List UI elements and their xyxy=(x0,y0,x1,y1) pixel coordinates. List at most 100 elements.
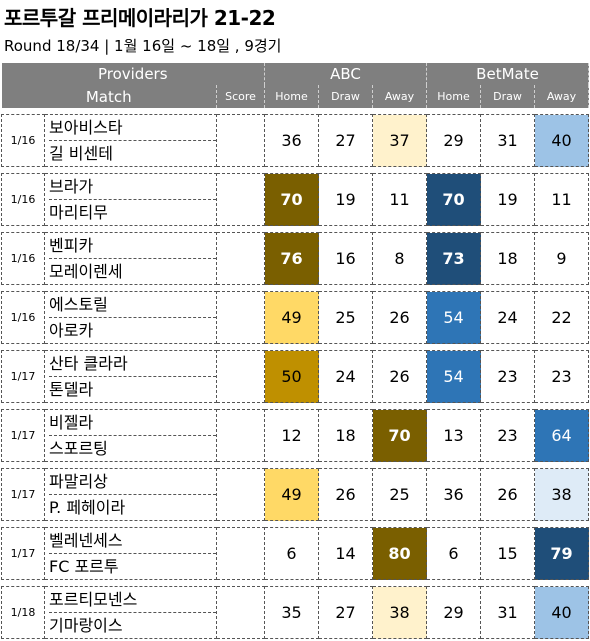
match-row: 1/16 보아비스타 길 비센테 36 27 37 29 31 40 xyxy=(1,114,589,167)
match-date: 1/16 xyxy=(1,291,45,344)
betmate-away-prob: 9 xyxy=(534,232,589,285)
betmate-draw-prob: 15 xyxy=(480,527,535,580)
match-score xyxy=(216,350,265,403)
match-row: 1/16 벤피카 모레이렌세 76 16 8 73 18 9 xyxy=(1,232,589,285)
match-row: 1/17 벨레넨세스 FC 포르투 6 14 80 6 15 79 xyxy=(1,527,589,580)
match-date: 1/16 xyxy=(1,173,45,226)
betmate-draw-prob: 18 xyxy=(480,232,535,285)
home-team: 보아비스타 xyxy=(49,115,216,141)
match-score xyxy=(216,468,265,521)
betmate-away-header: Away xyxy=(534,85,589,108)
home-team: 에스토릴 xyxy=(49,292,216,318)
abc-home-prob: 6 xyxy=(264,527,319,580)
abc-home-prob: 49 xyxy=(264,468,319,521)
abc-home-prob: 76 xyxy=(264,232,319,285)
abc-away-prob: 38 xyxy=(372,586,427,639)
abc-away-prob: 70 xyxy=(372,409,427,462)
match-date: 1/16 xyxy=(1,114,45,167)
row-spacer xyxy=(2,344,589,351)
betmate-away-prob: 64 xyxy=(534,409,589,462)
match-teams: 포르티모넨스 기마랑이스 xyxy=(44,586,217,639)
abc-home-prob: 50 xyxy=(264,350,319,403)
match-row: 1/17 산타 클라라 톤델라 50 24 26 54 23 23 xyxy=(1,350,589,403)
prediction-table: Providers ABC BetMate Match Score Home D… xyxy=(1,63,589,639)
match-score xyxy=(216,232,265,285)
row-spacer xyxy=(2,403,589,410)
abc-draw-prob: 18 xyxy=(318,409,373,462)
abc-home-prob: 36 xyxy=(264,114,319,167)
abc-draw-prob: 19 xyxy=(318,173,373,226)
abc-away-prob: 37 xyxy=(372,114,427,167)
betmate-away-prob: 22 xyxy=(534,291,589,344)
match-row: 1/17 파말리상 P. 페헤이라 49 26 25 36 26 38 xyxy=(1,468,589,521)
abc-draw-prob: 27 xyxy=(318,114,373,167)
header-row-providers: Providers ABC BetMate xyxy=(1,63,589,85)
betmate-home-prob: 54 xyxy=(426,291,481,344)
match-score xyxy=(216,173,265,226)
betmate-home-prob: 73 xyxy=(426,232,481,285)
betmate-draw-header: Draw xyxy=(480,85,535,108)
betmate-away-prob: 79 xyxy=(534,527,589,580)
row-spacer xyxy=(2,462,589,469)
match-date: 1/17 xyxy=(1,527,45,580)
match-score xyxy=(216,291,265,344)
match-date: 1/17 xyxy=(1,409,45,462)
match-row: 1/16 브라가 마리티무 70 19 11 70 19 11 xyxy=(1,173,589,226)
row-gap xyxy=(2,344,589,351)
page-subtitle: Round 18/34 | 1월 16일 ~ 18일 , 9경기 xyxy=(4,37,282,55)
away-team: FC 포르투 xyxy=(49,557,119,576)
betmate-away-prob: 40 xyxy=(534,114,589,167)
abc-draw-prob: 26 xyxy=(318,468,373,521)
abc-home-prob: 49 xyxy=(264,291,319,344)
match-teams: 비젤라 스포르팅 xyxy=(44,409,217,462)
home-team: 브라가 xyxy=(49,174,216,200)
score-header: Score xyxy=(216,85,265,108)
away-team: 스포르팅 xyxy=(49,439,108,458)
match-list: 1/16 보아비스타 길 비센테 36 27 37 29 31 40 1/16 브라가 마리티무 70 1… xyxy=(1,108,589,639)
providers-header: Providers xyxy=(1,63,265,85)
home-team: 포르티모넨스 xyxy=(49,587,216,613)
abc-away-prob: 11 xyxy=(372,173,427,226)
betmate-draw-prob: 31 xyxy=(480,114,535,167)
match-teams: 산타 클라라 톤델라 xyxy=(44,350,217,403)
abc-away-prob: 26 xyxy=(372,350,427,403)
row-gap xyxy=(2,167,589,174)
betmate-draw-prob: 23 xyxy=(480,350,535,403)
home-team: 벤피카 xyxy=(49,233,216,259)
match-score xyxy=(216,409,265,462)
betmate-draw-prob: 31 xyxy=(480,586,535,639)
match-score xyxy=(216,114,265,167)
betmate-home-prob: 70 xyxy=(426,173,481,226)
abc-away-prob: 25 xyxy=(372,468,427,521)
betmate-home-prob: 36 xyxy=(426,468,481,521)
match-header: Match xyxy=(1,85,217,108)
betmate-draw-prob: 26 xyxy=(480,468,535,521)
header-row-columns: Match Score Home Draw Away Home Draw Awa… xyxy=(1,85,589,108)
away-team: 아로카 xyxy=(49,321,94,340)
away-team: P. 페헤이라 xyxy=(49,498,126,517)
abc-away-prob: 8 xyxy=(372,232,427,285)
betmate-draw-prob: 24 xyxy=(480,291,535,344)
abc-home-prob: 12 xyxy=(264,409,319,462)
betmate-draw-prob: 19 xyxy=(480,173,535,226)
betmate-home-prob: 54 xyxy=(426,350,481,403)
abc-draw-prob: 25 xyxy=(318,291,373,344)
abc-away-header: Away xyxy=(372,85,427,108)
away-team: 길 비센테 xyxy=(49,144,113,163)
abc-provider-header: ABC xyxy=(264,63,427,85)
betmate-home-prob: 29 xyxy=(426,586,481,639)
betmate-home-prob: 6 xyxy=(426,527,481,580)
match-row: 1/17 비젤라 스포르팅 12 18 70 13 23 64 xyxy=(1,409,589,462)
abc-draw-prob: 14 xyxy=(318,527,373,580)
abc-away-prob: 80 xyxy=(372,527,427,580)
match-row: 1/16 에스토릴 아로카 49 25 26 54 24 22 xyxy=(1,291,589,344)
match-teams: 벤피카 모레이렌세 xyxy=(44,232,217,285)
abc-draw-prob: 27 xyxy=(318,586,373,639)
match-date: 1/16 xyxy=(1,232,45,285)
match-date: 1/17 xyxy=(1,468,45,521)
away-team: 마리티무 xyxy=(49,203,108,222)
away-team: 톤델라 xyxy=(49,380,94,399)
